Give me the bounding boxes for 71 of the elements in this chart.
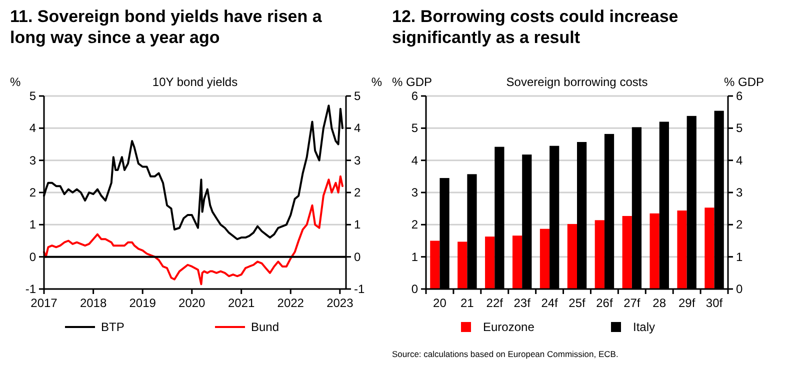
legend-label: BTP [101,320,124,334]
x-tick-label: 21 [460,296,474,310]
chart-title: 12. Borrowing costs could increase significantly as a result [392,7,678,47]
x-tick-label: 2018 [80,296,107,310]
y-tick-label: 2 [29,186,36,200]
x-tick-label: 2023 [326,296,354,310]
bar [485,236,495,289]
x-tick-label: 24f [541,296,559,310]
y-tick-label: 5 [411,121,418,136]
y2-tick-label: 2 [354,186,361,200]
chart-subtitle: Sovereign borrowing costs [506,75,648,89]
chart-subtitle: 10Y bond yields [152,75,238,89]
legend-label: Italy [633,320,656,334]
x-tick-label: 20 [433,296,447,310]
x-tick-label: 22f [486,296,504,310]
y-tick-label: 1 [29,218,36,232]
y2-tick-label: 5 [736,121,743,136]
y2-tick-label: 1 [354,218,361,232]
bar [704,208,714,289]
y2-tick-label: 3 [736,186,743,200]
y2-tick-label: 0 [736,282,743,296]
y-tick-label: 2 [411,218,418,232]
bar [622,216,632,289]
legend-label: Bund [251,320,280,334]
bar [567,224,577,289]
y2-tick-label: 0 [354,250,361,264]
y2-tick-label: -1 [354,282,365,296]
x-tick-label: 2020 [178,296,206,310]
source-note: Source: calculations based on European Commission, ECB. [392,349,618,359]
x-tick-label: 25f [568,296,586,310]
bar [677,210,687,289]
x-tick-label: 26f [596,296,614,310]
y-tick-label: 5 [29,89,36,103]
bar [430,240,440,289]
chart-title: 11. Sovereign bond yields have risen a long way since a year ago [10,7,322,47]
x-tick-label: 29f [678,296,696,310]
y2-tick-label: 3 [354,153,361,168]
bar [650,213,660,289]
y-tick-label: 4 [29,121,36,136]
y2-tick-label: 4 [736,153,743,168]
legend-label: Eurozone [483,320,535,334]
bar [512,236,522,289]
x-tick-label: 28 [652,296,666,310]
y-tick-label: -1 [25,282,36,296]
x-tick-label: 2022 [277,296,304,310]
y-tick-label: 0 [411,282,418,296]
y-axis-title: % GDP [392,75,432,89]
y2-tick-label: 2 [736,218,743,232]
x-tick-label: 2021 [228,296,255,310]
bar [458,242,468,289]
y2-tick-label: 4 [354,121,361,136]
x-tick-label: 27f [624,296,641,310]
line-series [43,175,344,286]
y-tick-label: 3 [29,153,36,168]
y2-tick-label: 5 [354,89,361,103]
y2-tick-label: 1 [736,250,743,264]
bar [594,220,604,289]
x-tick-label: 23f [514,296,532,310]
y-tick-label: 6 [411,89,418,103]
y-tick-label: 0 [29,250,36,264]
x-tick-label: 2019 [129,296,156,310]
y-tick-label: 3 [411,186,418,200]
x-tick-label: 30f [706,296,724,310]
y2-tick-label: 6 [736,89,743,103]
y2-axis-title: % [371,75,382,89]
y2-axis-title: % GDP [724,75,764,89]
y-axis-title: % [10,75,21,89]
y-tick-label: 4 [411,153,418,168]
bar [540,228,550,289]
y-tick-label: 1 [411,250,418,264]
x-tick-label: 2017 [30,296,58,310]
